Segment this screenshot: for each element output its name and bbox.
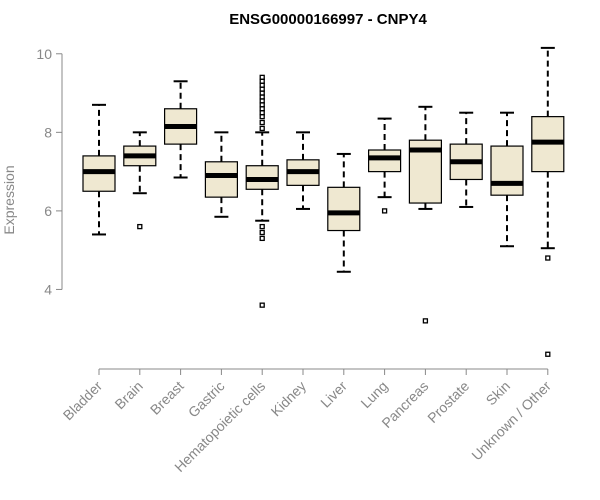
box-gastric xyxy=(204,131,238,218)
outlier-point xyxy=(259,74,265,80)
x-tick-label: Lung xyxy=(357,378,390,411)
box-prostate xyxy=(449,111,483,208)
box-breast xyxy=(164,80,198,179)
y-tick-label: 10 xyxy=(36,46,52,62)
box-unknown-other xyxy=(531,46,565,357)
box-liver xyxy=(327,152,361,273)
x-tick-label: Liver xyxy=(317,378,350,411)
outlier-point xyxy=(259,235,265,242)
x-tick-label: Breast xyxy=(147,378,187,418)
boxes-group xyxy=(82,46,565,357)
x-tick-label: Brain xyxy=(111,378,145,412)
outlier-point xyxy=(545,351,551,357)
box-lung xyxy=(368,117,402,214)
outlier-point xyxy=(381,208,388,214)
box-kidney xyxy=(286,131,320,210)
iqr-box xyxy=(490,145,524,196)
outlier-point xyxy=(259,302,265,308)
x-tick-label: Kidney xyxy=(268,378,310,420)
outlier-point xyxy=(259,229,265,236)
y-tick-label: 4 xyxy=(44,281,52,297)
outlier-point xyxy=(259,223,265,230)
box-pancreas xyxy=(408,105,442,324)
box-brain xyxy=(123,131,157,230)
y-axis: 4 6 8 10 xyxy=(36,46,63,297)
x-tick-label: Bladder xyxy=(60,378,106,424)
y-tick-label: 8 xyxy=(44,124,52,140)
iqr-box xyxy=(327,186,361,232)
x-tick-label: Skin xyxy=(483,378,514,409)
x-tick-label: Prostate xyxy=(424,378,472,426)
y-tick-label: 6 xyxy=(44,203,52,219)
outlier-point xyxy=(422,318,429,324)
iqr-box xyxy=(368,149,402,173)
box-bladder xyxy=(82,103,116,236)
box-skin xyxy=(490,111,524,248)
iqr-box xyxy=(204,161,238,198)
box-hematopoietic-cells xyxy=(245,74,279,308)
chart-title: ENSG00000166997 - CNPY4 xyxy=(229,11,427,28)
outlier-point xyxy=(137,223,143,230)
outlier-point xyxy=(545,255,551,261)
outlier-point xyxy=(259,119,265,126)
y-axis-label: Expression xyxy=(1,165,17,234)
outlier-point xyxy=(259,125,265,132)
